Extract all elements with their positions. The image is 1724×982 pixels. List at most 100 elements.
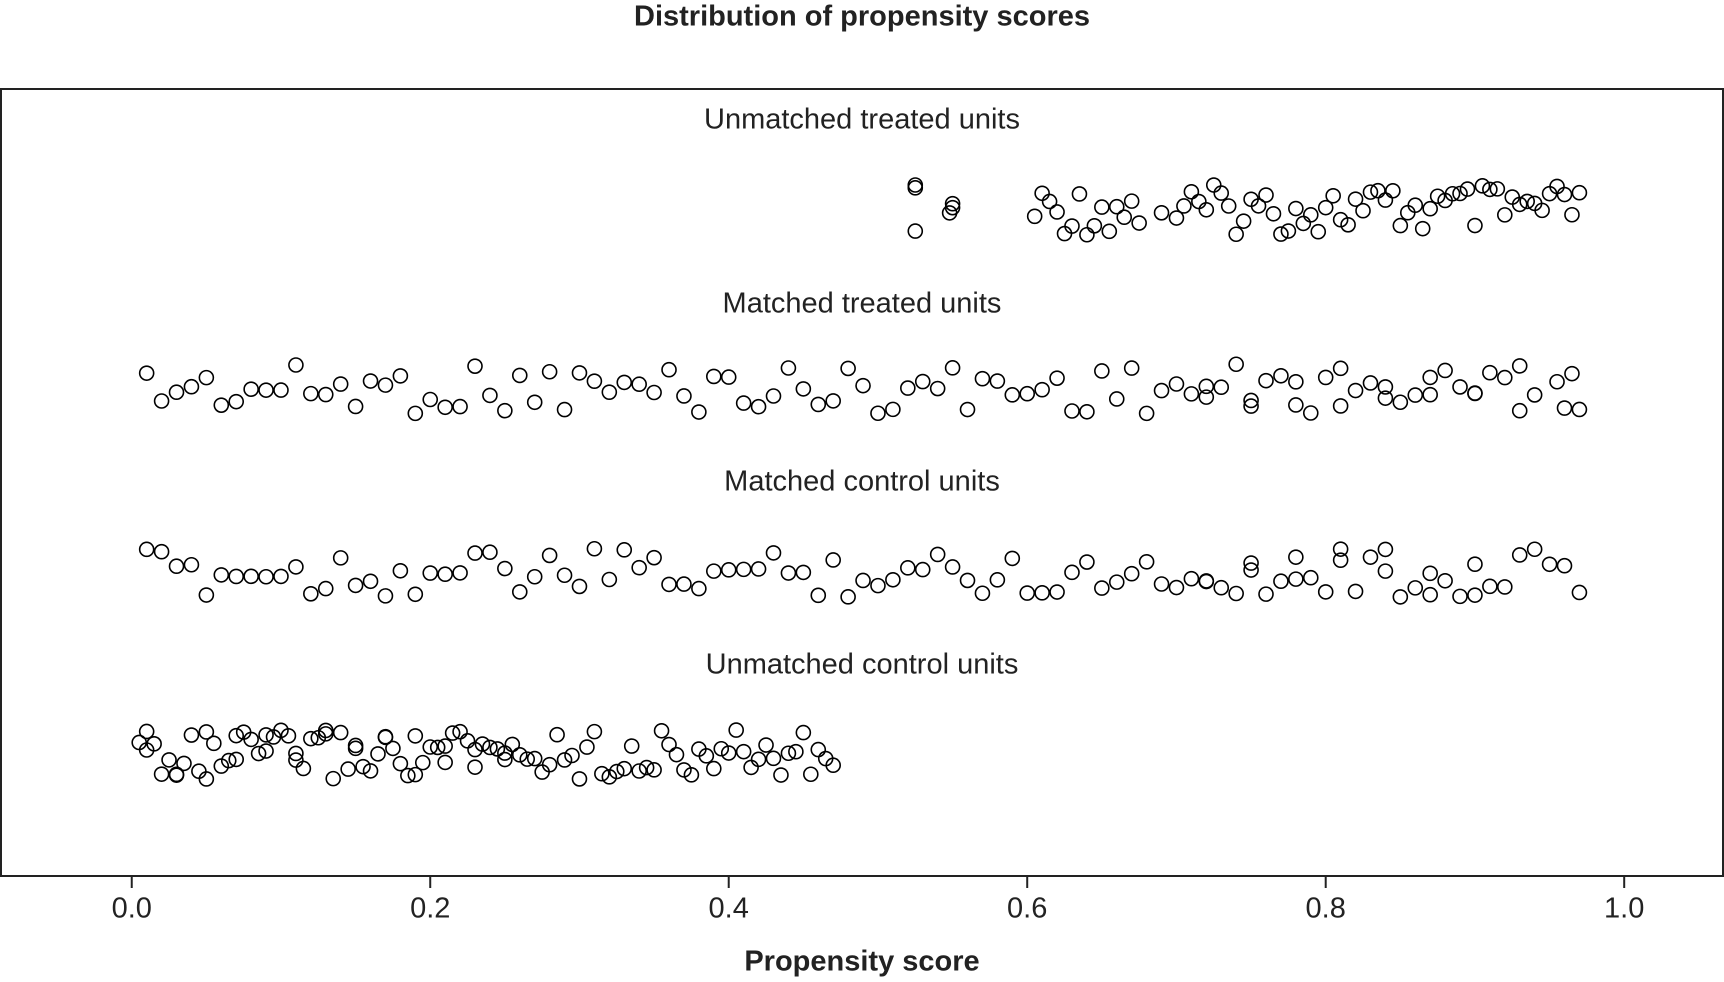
point <box>288 357 304 373</box>
point <box>795 564 812 581</box>
point <box>1407 197 1424 214</box>
point <box>1168 210 1185 226</box>
point <box>944 199 961 216</box>
point <box>153 766 170 782</box>
point <box>168 384 185 401</box>
point <box>1213 579 1230 596</box>
point <box>1168 579 1185 596</box>
point <box>437 754 453 771</box>
point <box>362 763 379 779</box>
point <box>780 360 797 376</box>
point <box>504 736 521 753</box>
point <box>750 561 767 577</box>
point <box>511 584 528 600</box>
point <box>1564 365 1580 382</box>
point <box>803 766 819 783</box>
point <box>213 567 230 583</box>
x-axis-label: Propensity score <box>744 946 979 978</box>
point <box>1377 379 1394 395</box>
point <box>1325 187 1341 204</box>
point <box>900 560 916 576</box>
x-tick-label: 0.4 <box>709 893 749 925</box>
point <box>1497 579 1513 595</box>
point <box>1392 217 1409 234</box>
point <box>586 723 603 740</box>
point <box>1526 387 1543 403</box>
point <box>929 546 946 563</box>
point <box>1258 187 1274 203</box>
point <box>1511 547 1528 563</box>
point <box>243 381 259 397</box>
group-label: Matched treated units <box>723 288 1002 320</box>
point <box>646 549 662 566</box>
chart-title: Distribution of propensity scores <box>634 1 1090 33</box>
point <box>1347 382 1364 399</box>
point <box>1332 552 1349 568</box>
point <box>1422 586 1438 603</box>
point <box>370 746 386 762</box>
point <box>437 566 453 583</box>
point <box>362 573 379 590</box>
point <box>1422 565 1438 582</box>
point <box>1362 549 1379 565</box>
point <box>1191 193 1207 210</box>
point <box>780 565 797 581</box>
point <box>340 761 356 777</box>
point <box>1534 202 1550 219</box>
point <box>1429 188 1446 205</box>
point <box>1064 564 1080 581</box>
point <box>377 729 394 746</box>
point <box>907 223 924 239</box>
point <box>228 393 245 410</box>
point <box>183 556 200 573</box>
point <box>1452 379 1468 395</box>
point <box>392 562 409 579</box>
point <box>1205 177 1222 193</box>
point <box>944 559 961 575</box>
point <box>452 398 468 415</box>
point <box>601 571 618 588</box>
point <box>758 737 774 753</box>
point <box>1123 360 1140 376</box>
point <box>705 563 722 579</box>
point <box>1482 364 1498 381</box>
point <box>1198 573 1215 589</box>
point <box>1489 181 1506 197</box>
point <box>1556 557 1573 574</box>
point <box>146 736 162 752</box>
x-tick-label: 1.0 <box>1604 893 1644 925</box>
point <box>1198 378 1215 395</box>
point <box>303 585 319 602</box>
point <box>929 380 946 397</box>
point <box>459 733 476 749</box>
point <box>1414 220 1431 237</box>
point <box>1302 207 1319 223</box>
point <box>1250 198 1267 214</box>
point <box>198 369 215 386</box>
point <box>258 568 274 585</box>
point <box>594 765 610 782</box>
point <box>1243 562 1259 578</box>
point <box>1571 184 1588 201</box>
point <box>325 770 342 787</box>
point <box>773 767 789 783</box>
point <box>989 373 1006 389</box>
point <box>885 571 901 588</box>
point <box>1280 223 1297 239</box>
point <box>1332 541 1349 557</box>
point <box>1138 554 1155 570</box>
point <box>437 738 453 754</box>
point <box>825 552 841 568</box>
point <box>691 404 707 420</box>
point <box>161 752 177 768</box>
point <box>467 358 483 374</box>
point <box>1362 375 1379 391</box>
point <box>1288 200 1304 217</box>
point <box>1198 389 1215 405</box>
point <box>676 388 692 404</box>
point <box>429 739 446 756</box>
point <box>1407 580 1424 596</box>
point <box>1497 207 1513 223</box>
